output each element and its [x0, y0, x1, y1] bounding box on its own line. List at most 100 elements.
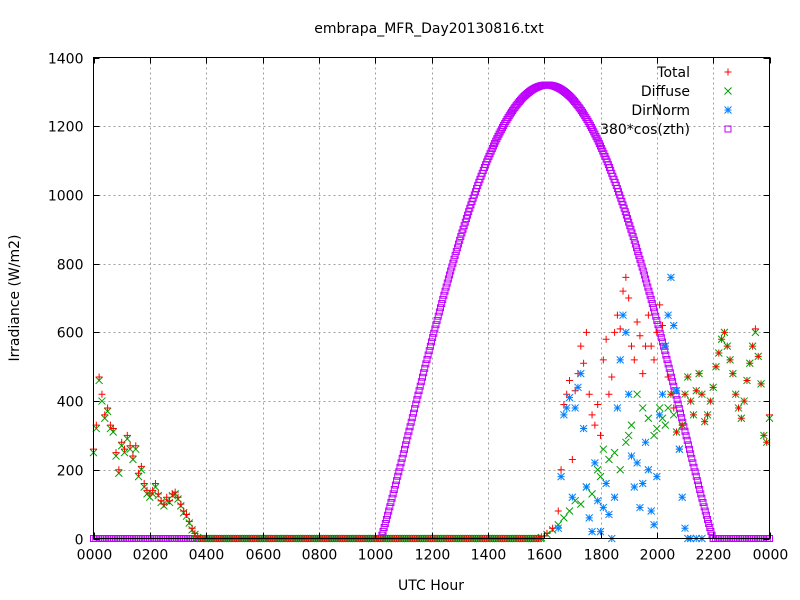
legend-label: 380*cos(zth): [600, 122, 690, 138]
x-tick-label: 1600: [527, 548, 563, 564]
cos-zth-point: [417, 378, 425, 386]
cos-zth-point: [674, 400, 682, 408]
y-axis-label: Irradiance (W/m2): [7, 235, 23, 362]
data-point: [746, 359, 754, 367]
x-tick-label: 0000: [753, 548, 789, 564]
y-tick-label: 200: [57, 464, 84, 480]
data-point: [597, 431, 604, 439]
data-point: [684, 373, 692, 381]
data-point: [619, 311, 627, 320]
data-point: [751, 325, 759, 333]
data-point: [644, 465, 653, 474]
legend-marker: [724, 87, 732, 95]
data-point: [667, 273, 675, 282]
data-point: [658, 321, 666, 329]
data-point: [104, 404, 112, 412]
cos-zth-point: [706, 524, 714, 532]
data-point: [650, 520, 658, 529]
cos-zth-point: [379, 527, 387, 535]
data-point: [706, 397, 714, 405]
data-point: [613, 404, 622, 412]
cos-zth-point: [689, 459, 697, 467]
data-point: [596, 527, 605, 536]
cos-zth-point: [688, 454, 696, 462]
x-tick-label: 0400: [189, 548, 225, 564]
data-point: [599, 503, 608, 512]
data-point: [557, 466, 565, 474]
data-point: [720, 328, 728, 336]
data-point: [596, 472, 605, 481]
data-point: [701, 418, 709, 426]
data-point: [112, 449, 120, 457]
data-point: [568, 493, 577, 502]
data-point: [737, 414, 745, 422]
legend-marker: [724, 68, 732, 76]
cos-zth-point: [442, 283, 450, 291]
data-point: [591, 421, 599, 429]
data-point: [653, 328, 661, 336]
data-point: [602, 479, 610, 488]
cos-zth-point: [420, 369, 428, 377]
cos-zth-point: [665, 364, 673, 372]
data-point: [576, 500, 585, 508]
cos-zth-point: [413, 396, 421, 404]
cos-zth-point: [385, 507, 393, 515]
cos-zth-point: [458, 229, 466, 237]
cos-zth-point: [407, 418, 415, 426]
data-point: [644, 311, 652, 319]
x-tick-label: 1400: [471, 548, 507, 564]
y-tick-label: 400: [57, 395, 84, 411]
data-point: [593, 465, 602, 474]
cos-zth-point: [414, 391, 422, 399]
cos-zth-point: [408, 414, 416, 422]
cos-zth-point: [594, 137, 602, 145]
data-point: [678, 493, 687, 502]
data-point: [95, 373, 103, 381]
y-tick-label: 800: [57, 258, 84, 274]
y-tick-label: 1000: [48, 189, 84, 205]
data-point: [641, 438, 650, 447]
cos-zth-point: [435, 308, 443, 316]
data-point: [557, 472, 565, 481]
data-point: [743, 376, 751, 384]
cos-zth-point: [428, 338, 435, 346]
cos-zth-point: [421, 364, 429, 372]
data-point: [565, 393, 574, 402]
cos-zth-point: [433, 316, 441, 324]
cos-zth-point: [662, 351, 670, 359]
data-point: [594, 401, 602, 409]
cos-zth-point: [387, 499, 395, 507]
data-point: [627, 342, 635, 350]
cos-zth-point: [700, 503, 708, 511]
cos-zth-point: [698, 494, 706, 502]
data-point: [571, 404, 580, 412]
data-point: [661, 421, 670, 429]
data-point: [115, 466, 123, 474]
cos-zth-point: [695, 481, 703, 489]
data-point: [638, 479, 647, 488]
cos-zth-point: [692, 472, 700, 480]
cos-zth-point: [693, 477, 701, 485]
data-point: [627, 421, 636, 429]
cos-zth-point: [705, 519, 713, 527]
cos-zth-point: [644, 283, 652, 291]
cos-zth-point: [626, 222, 634, 230]
cos-zth-point: [415, 387, 423, 395]
cos-zth-point: [635, 251, 643, 259]
data-point: [160, 500, 168, 508]
series-dirnorm: [554, 273, 706, 543]
data-point: [633, 459, 641, 467]
cos-zth-point: [652, 312, 660, 320]
legend-label: Total: [656, 65, 690, 81]
cos-zth-point: [440, 291, 448, 299]
data-point: [132, 442, 140, 450]
cos-zth-point: [682, 432, 690, 440]
data-point: [625, 294, 633, 302]
cos-zth-point: [426, 342, 434, 350]
y-tick-label: 600: [57, 326, 84, 342]
cos-zth-point: [423, 355, 431, 363]
cos-zth-point: [684, 441, 692, 449]
cos-zth-point: [404, 432, 412, 440]
cos-zth-point: [403, 436, 411, 444]
data-point: [562, 404, 571, 412]
